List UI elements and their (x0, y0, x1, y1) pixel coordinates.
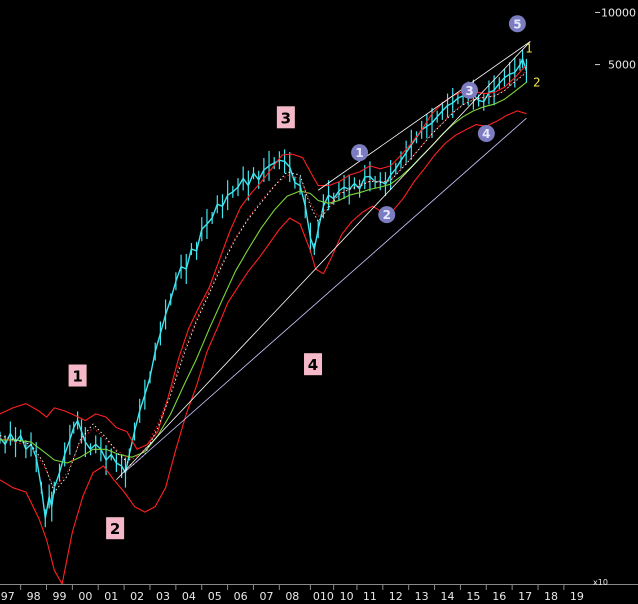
x-tick-label: 07 (259, 590, 273, 603)
x-tick-label: 99 (53, 590, 67, 603)
x-tick-label: 05 (208, 590, 222, 603)
wave-label-text: 5 (513, 17, 521, 31)
wave-label-box (304, 353, 323, 376)
channel-line-1 (123, 117, 527, 473)
x-tick-label: 02 (130, 590, 144, 603)
wave-label-text: 3 (465, 84, 473, 98)
channel-lines (116, 41, 531, 481)
y-axis: 10000 5000 (595, 6, 636, 72)
x-tick-label: 15 (466, 590, 480, 603)
wave-label-text: 1 (355, 146, 363, 160)
series-line-1 (0, 58, 528, 519)
x-tick-label: 010 (313, 590, 334, 603)
x-tick-label: 18 (544, 590, 558, 603)
y-tick-label: 5000 (608, 59, 636, 72)
x-tick-label: 98 (27, 590, 41, 603)
minor-wave-label-1: 1 (525, 41, 533, 55)
wave-label-text: 4 (308, 356, 318, 374)
intermediate-wave-label-3: 3 (461, 81, 479, 99)
x-tick-label: 97 (1, 590, 15, 603)
x-tick-label: 10 (340, 590, 354, 603)
x-tick-label: 11 (363, 590, 377, 603)
wave-label-box (106, 517, 125, 540)
series-line-2 (0, 65, 526, 450)
wave-label-text: 2 (110, 520, 120, 538)
wave-label-text: 2 (383, 208, 391, 222)
chart-series (0, 49, 528, 585)
x-axis: 97 98 99 00 01 02 03 04 05 06 07 08 010 10 11 12 13 14 15 1… (0, 584, 638, 603)
channel-line-2 (116, 41, 531, 481)
x-tick-label: 14 (441, 590, 455, 603)
x-tick-label: 16 (492, 590, 506, 603)
x-tick-label: 17 (518, 590, 532, 603)
wave-label-box (276, 106, 295, 129)
x-tick-label: 00 (78, 590, 92, 603)
series-line-4 (0, 81, 527, 464)
x-tick-label: 19 (570, 590, 584, 603)
intermediate-wave-label-2: 2 (378, 206, 396, 224)
x-tick-label: 03 (156, 590, 170, 603)
primary-wave-label-3: 3 (276, 106, 295, 129)
wave-label-circle (378, 206, 396, 224)
wave-label-circle (508, 15, 526, 33)
minor-wave-label-2: 2 (533, 75, 541, 89)
y-tick-label: 10000 (601, 6, 636, 19)
x-tick-label: 04 (182, 590, 196, 603)
scale-multiplier-label: x10 (593, 578, 608, 587)
wave-label-circle (351, 144, 369, 162)
wave-label-circle (461, 81, 479, 99)
x-tick-label: 01 (104, 590, 118, 603)
x-tick-label: 06 (234, 590, 248, 603)
wave-label-text: 4 (482, 127, 490, 141)
wave-label-box (68, 364, 87, 387)
x-tick-label: 12 (389, 590, 403, 603)
wave-labels: 123451234512 (68, 15, 541, 540)
x-tick-label: 13 (415, 590, 429, 603)
wave-label-text: 1 (72, 368, 82, 386)
channel-line-3 (317, 41, 531, 191)
wave-label-text: 3 (281, 109, 291, 127)
intermediate-wave-label-4: 4 (477, 124, 495, 142)
series-line-6 (0, 72, 527, 493)
x-tick-label: 08 (285, 590, 299, 603)
primary-wave-label-1: 1 (68, 364, 87, 387)
intermediate-wave-label-1: 1 (351, 144, 369, 162)
intermediate-wave-label-5: 5 (508, 15, 526, 33)
series-line-5 (0, 70, 527, 489)
primary-wave-label-4: 4 (304, 353, 323, 376)
series-line-3 (0, 110, 527, 585)
primary-wave-label-2: 2 (106, 517, 125, 540)
wave-label-circle (477, 124, 495, 142)
